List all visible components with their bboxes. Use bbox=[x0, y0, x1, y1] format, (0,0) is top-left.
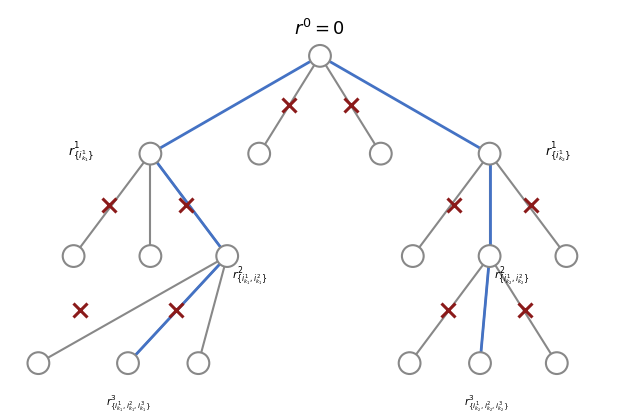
Ellipse shape bbox=[479, 245, 500, 267]
Ellipse shape bbox=[63, 245, 84, 267]
Ellipse shape bbox=[402, 245, 424, 267]
Text: $r^1_{\{i^1_{k_2}\}}$: $r^1_{\{i^1_{k_2}\}}$ bbox=[545, 140, 572, 165]
Text: $r^3_{\{i^1_{k_2},i^2_{k_2},i^3_{k_2}\}}$: $r^3_{\{i^1_{k_2},i^2_{k_2},i^3_{k_2}\}}… bbox=[464, 393, 509, 414]
Ellipse shape bbox=[140, 143, 161, 165]
Text: $r^0 = 0$: $r^0 = 0$ bbox=[294, 18, 346, 39]
Ellipse shape bbox=[188, 352, 209, 374]
Ellipse shape bbox=[370, 143, 392, 165]
Ellipse shape bbox=[309, 45, 331, 67]
Ellipse shape bbox=[28, 352, 49, 374]
Ellipse shape bbox=[140, 245, 161, 267]
Ellipse shape bbox=[248, 143, 270, 165]
Ellipse shape bbox=[546, 352, 568, 374]
Ellipse shape bbox=[399, 352, 420, 374]
Text: $r^2_{\{i^1_{k_1},i^2_{k_1}\}}$: $r^2_{\{i^1_{k_1},i^2_{k_1}\}}$ bbox=[232, 264, 268, 288]
Text: $r^2_{\{i^1_{k_2},i^2_{k_2}\}}$: $r^2_{\{i^1_{k_2},i^2_{k_2}\}}$ bbox=[494, 264, 530, 288]
Ellipse shape bbox=[117, 352, 139, 374]
Ellipse shape bbox=[216, 245, 238, 267]
Ellipse shape bbox=[556, 245, 577, 267]
Ellipse shape bbox=[469, 352, 491, 374]
Ellipse shape bbox=[479, 143, 500, 165]
Text: $r^1_{\{i^1_{k_1}\}}$: $r^1_{\{i^1_{k_1}\}}$ bbox=[68, 140, 95, 165]
Text: $r^3_{\{i^1_{k_1},i^2_{k_1},i^3_{k_1}\}}$: $r^3_{\{i^1_{k_1},i^2_{k_1},i^3_{k_1}\}}… bbox=[106, 393, 150, 414]
